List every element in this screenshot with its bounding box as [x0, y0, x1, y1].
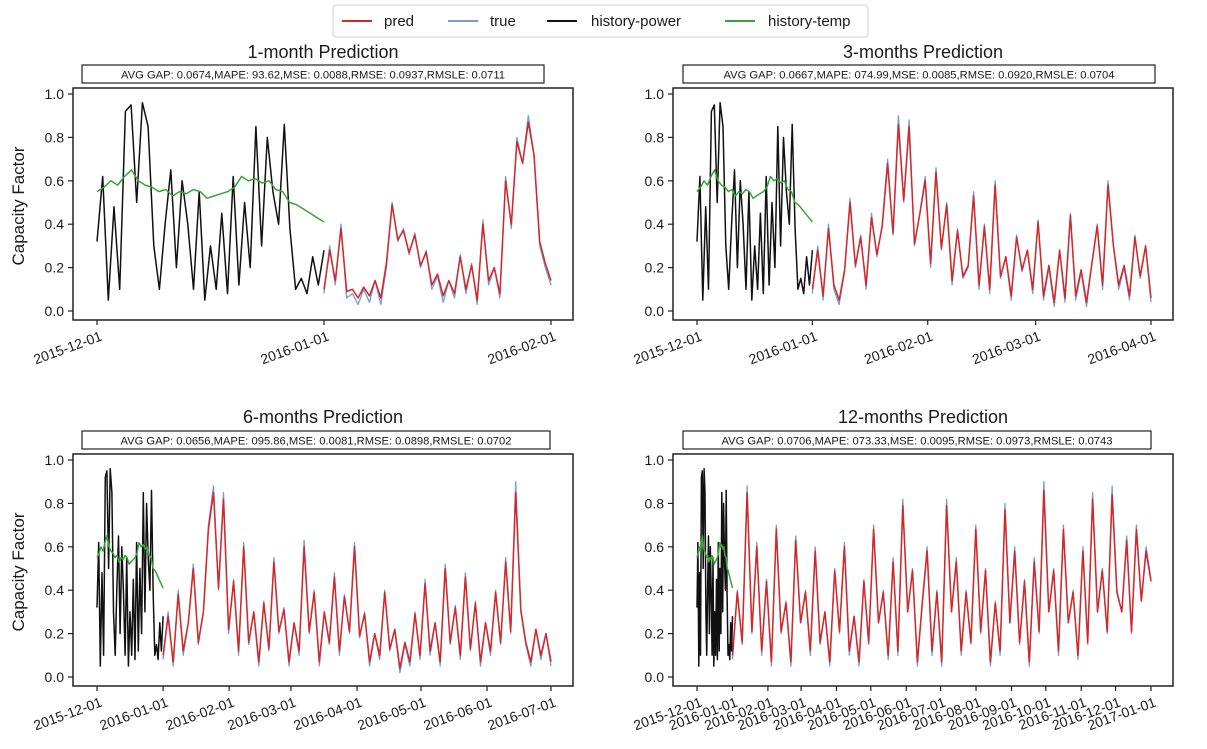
x-tick-label: 2016-04-01	[291, 694, 364, 734]
y-tick-label: 1.0	[645, 452, 665, 468]
panel-title: 12-months Prediction	[838, 407, 1008, 427]
x-tick-label: 2016-04-01	[1085, 328, 1158, 368]
legend-entry-history-power: history-power	[547, 13, 681, 30]
y-tick-label: 0.6	[45, 173, 65, 189]
x-tick-label: 2016-03-01	[225, 694, 298, 734]
series-line-pred	[811, 123, 1152, 304]
legend-entry-true: true	[448, 13, 516, 30]
x-tick-label: 2016-05-01	[355, 694, 428, 734]
x-tick-label: 2016-01-01	[747, 328, 820, 368]
panel-1-month: 1-month Prediction AVG GAP: 0.0674,MAPE:…	[9, 42, 574, 367]
series-line-history-temp	[696, 169, 813, 223]
y-axis: 0.0 0.2 0.4 0.6 0.8 1.0	[45, 452, 73, 685]
series-line-history-power	[96, 467, 164, 667]
x-axis: 2015-12-012016-01-012016-02-012016-03-01…	[31, 686, 558, 733]
y-axis-label: Capacity Factor	[9, 512, 28, 631]
y-tick-label: 0.4	[645, 216, 665, 232]
x-tick-label: 2016-07-01	[485, 694, 558, 734]
y-tick-label: 0.2	[45, 260, 65, 276]
plot-lines	[96, 467, 552, 674]
series-line-history-temp	[96, 535, 164, 589]
series-line-history-power	[96, 101, 325, 301]
x-tick-label: 2015-12-01	[31, 694, 104, 734]
panel-6-months: 6-months Prediction AVG GAP: 0.0656,MAPE…	[9, 407, 574, 733]
x-tick-label: 2016-02-01	[862, 328, 935, 368]
y-tick-label: 0.0	[645, 303, 665, 319]
series-line-pred	[162, 491, 552, 670]
plot-frame	[672, 87, 1174, 321]
x-tick-label: 2016-03-01	[970, 328, 1043, 368]
x-tick-label: 2016-02-01	[163, 694, 236, 734]
y-tick-label: 0.8	[45, 129, 65, 145]
series-line-history-temp	[696, 535, 734, 589]
panel-3-months: 3-months Prediction AVG GAP: 0.0667,MAPE…	[631, 42, 1174, 367]
y-axis: 0.0 0.2 0.4 0.6 0.8 1.0	[645, 86, 673, 319]
plot-lines	[96, 101, 552, 306]
y-axis-label: Capacity Factor	[9, 146, 28, 265]
y-axis: 0.0 0.2 0.4 0.6 0.8 1.0	[645, 452, 673, 685]
x-tick-label: 2015-12-01	[31, 328, 104, 368]
metrics-box	[81, 430, 551, 450]
series-line-true	[162, 481, 552, 674]
y-tick-label: 0.6	[645, 539, 665, 555]
metrics-text: AVG GAP: 0.0667,MAPE: 074.99,MSE: 0.0085…	[724, 70, 1115, 82]
legend-entry-pred: pred	[342, 13, 414, 30]
panel-title: 1-month Prediction	[247, 42, 398, 62]
x-tick-label: 2016-01-01	[97, 694, 170, 734]
y-tick-label: 0.0	[645, 669, 665, 685]
x-axis: 2015-12-012016-01-012016-02-012016-03-01…	[631, 686, 1158, 733]
y-tick-label: 0.2	[645, 260, 665, 276]
legend: pred true history-power history-temp	[332, 4, 869, 38]
panel-title: 6-months Prediction	[243, 407, 403, 427]
plot-lines	[696, 467, 1152, 667]
x-tick-label: 2016-02-01	[485, 328, 558, 368]
y-tick-label: 0.0	[45, 669, 65, 685]
legend-label-history-temp: history-temp	[768, 13, 851, 30]
x-axis: 2015-12-01 2016-01-01 2016-02-01	[31, 320, 558, 367]
x-tick-label: 2017-01-01	[1085, 694, 1158, 734]
series-line-history-power	[696, 101, 814, 301]
metrics-box	[682, 430, 1152, 450]
panel-12-months: 12-months Prediction AVG GAP: 0.0706,MAP…	[631, 407, 1174, 733]
plot-frame	[672, 453, 1174, 687]
y-tick-label: 0.8	[45, 495, 65, 511]
legend-entry-history-temp: history-temp	[725, 13, 851, 30]
y-tick-label: 0.8	[645, 129, 665, 145]
y-tick-label: 0.0	[45, 303, 65, 319]
y-tick-label: 0.2	[645, 626, 665, 642]
series-line-history-temp	[96, 169, 325, 223]
y-tick-label: 1.0	[45, 86, 65, 102]
y-tick-label: 0.4	[45, 582, 65, 598]
x-tick-label: 2015-12-01	[631, 328, 704, 368]
plot-lines	[696, 101, 1152, 308]
plot-frame	[72, 87, 574, 321]
metrics-box	[682, 64, 1156, 84]
x-axis: 2015-12-01 2016-01-01 2016-02-01 2016-03-01…	[631, 320, 1158, 367]
y-tick-label: 0.6	[645, 173, 665, 189]
metrics-box	[81, 64, 545, 84]
y-axis: 0.0 0.2 0.4 0.6 0.8 1.0	[45, 86, 73, 319]
series-line-pred	[323, 121, 552, 301]
series-line-pred	[731, 489, 1152, 663]
y-tick-label: 0.8	[645, 495, 665, 511]
legend-label-true: true	[490, 13, 516, 30]
y-tick-label: 0.2	[45, 626, 65, 642]
x-tick-label: 2016-06-01	[421, 694, 494, 734]
legend-label-history-power: history-power	[591, 13, 681, 30]
y-tick-label: 0.6	[45, 539, 65, 555]
y-tick-label: 1.0	[45, 452, 65, 468]
y-tick-label: 0.4	[645, 582, 665, 598]
metrics-text: AVG GAP: 0.0706,MAPE: 073.33,MSE: 0.0095…	[722, 436, 1113, 448]
metrics-text: AVG GAP: 0.0674,MAPE: 93.62,MSE: 0.0088,…	[121, 70, 505, 82]
y-tick-label: 0.4	[45, 216, 65, 232]
y-tick-label: 1.0	[645, 86, 665, 102]
series-line-true	[811, 115, 1152, 308]
panel-title: 3-months Prediction	[843, 42, 1003, 62]
metrics-text: AVG GAP: 0.0656,MAPE: 095.86,MSE: 0.0081…	[121, 436, 512, 448]
plot-frame	[72, 453, 574, 687]
legend-box	[332, 4, 869, 38]
legend-label-pred: pred	[384, 13, 414, 30]
x-tick-label: 2016-01-01	[258, 328, 331, 368]
